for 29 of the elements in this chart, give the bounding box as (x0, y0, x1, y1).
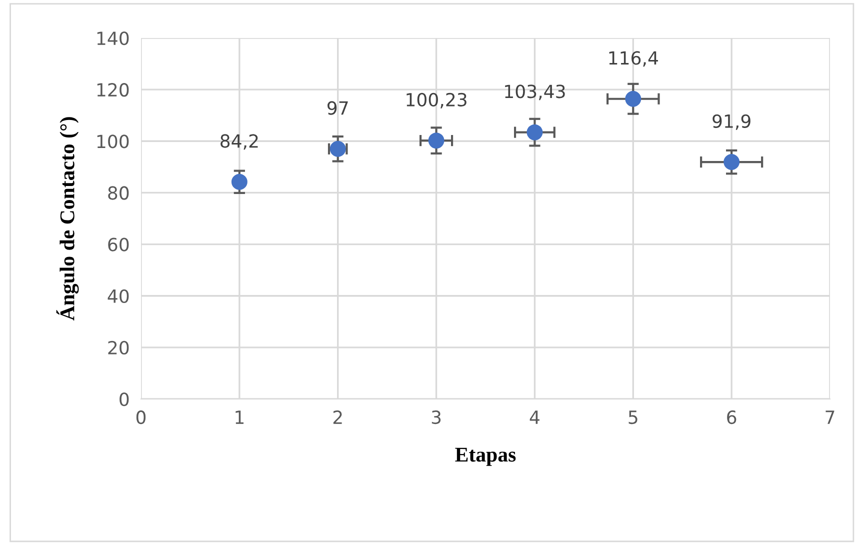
y-tick-label: 60 (108, 238, 129, 252)
x-tick-label: 0 (136, 410, 146, 424)
y-tick-label: 100 (97, 134, 129, 148)
x-tick-label: 3 (432, 410, 441, 424)
y-tick-label: 80 (108, 186, 129, 200)
point (526, 124, 543, 140)
x-tick-label: 4 (530, 410, 540, 424)
x-tick-label: 2 (333, 410, 342, 424)
x-axis-title: Etapas (455, 448, 516, 466)
data-label: 91,9 (712, 114, 750, 130)
y-tick-label: 140 (97, 31, 129, 46)
data-label: 97 (328, 101, 348, 115)
data-label: 100,23 (406, 92, 466, 108)
data-label: 84,2 (220, 134, 258, 150)
point (428, 132, 444, 149)
y-axis-title: Ángulo de Contacto (°) (56, 117, 79, 321)
x-tick-label: 5 (628, 410, 638, 424)
point (625, 90, 642, 107)
point (231, 174, 248, 190)
y-tick-label: 20 (108, 340, 129, 355)
x-tick-label: 7 (826, 410, 834, 424)
data-label: 116,4 (609, 51, 658, 67)
x-tick-label: 6 (727, 410, 736, 424)
data-label: 103,43 (505, 84, 565, 100)
y-tick-label: 120 (97, 83, 129, 97)
y-tick-label: 0 (120, 392, 129, 406)
point (724, 154, 740, 170)
x-tick-label: 1 (236, 410, 244, 424)
y-tick-label: 40 (108, 289, 129, 303)
